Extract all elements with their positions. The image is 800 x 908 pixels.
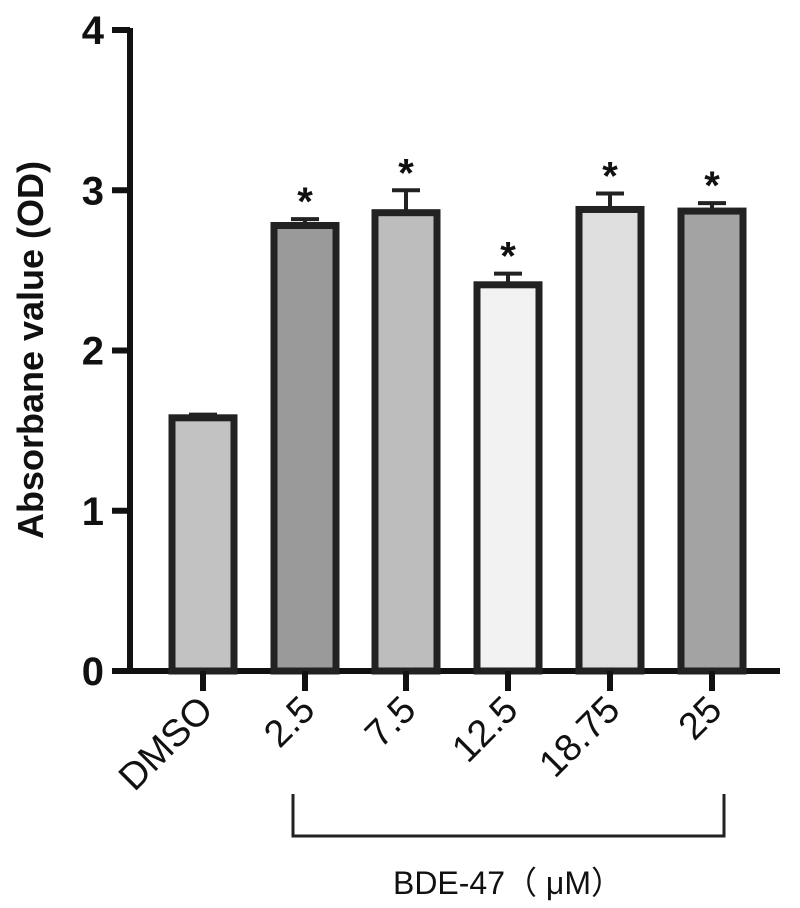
bar-2.5	[270, 222, 340, 675]
x-tick-label: 18.75	[531, 689, 628, 786]
y-tick-label: 2	[82, 330, 104, 374]
x-tick-label: DMSO	[111, 689, 221, 799]
x-tick-label: 2.5	[256, 689, 323, 756]
x-tick-label: 7.5	[357, 689, 424, 756]
bar-12.5	[473, 281, 543, 675]
group-label: BDE-47（ μM）	[393, 865, 623, 901]
significance-marker: *	[297, 180, 313, 224]
bar-7.5	[371, 209, 441, 675]
bar-25	[677, 207, 747, 675]
y-axis-label: Absorbane value (OD)	[10, 161, 51, 539]
plot-area: 0 1 2 3 4 DMSO * 2.5 * 7.5 * 12.5 * 18.75 * 25	[82, 9, 780, 838]
significance-marker: *	[602, 154, 618, 198]
y-tick-label: 3	[82, 169, 104, 213]
significance-marker: *	[500, 235, 516, 279]
group-bracket	[291, 794, 726, 838]
x-tick-label: 12.5	[444, 689, 526, 771]
bar-18.75	[575, 205, 645, 675]
bar-DMSO	[168, 414, 238, 675]
y-tick-label: 1	[82, 490, 104, 534]
significance-marker: *	[704, 164, 720, 208]
y-tick-label: 4	[82, 9, 105, 53]
y-tick-label: 0	[82, 650, 104, 694]
x-tick-label: 25	[671, 689, 731, 749]
significance-marker: *	[398, 151, 414, 195]
